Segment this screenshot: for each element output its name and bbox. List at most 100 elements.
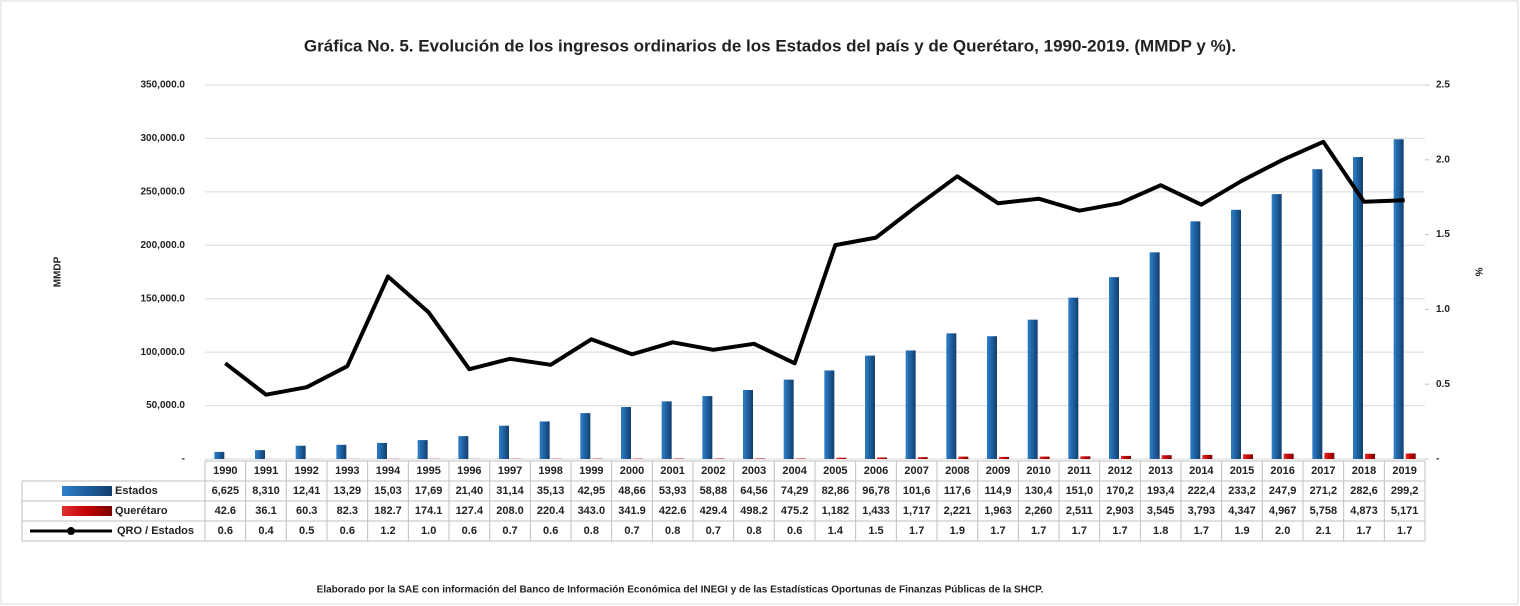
table-value: 1.0 xyxy=(421,525,436,537)
bar xyxy=(336,444,347,459)
table-value: 117,6 xyxy=(944,485,971,497)
bar xyxy=(1161,455,1172,459)
x-tick-label: 2004 xyxy=(782,465,807,477)
bar xyxy=(865,355,875,459)
x-tick-label: 1990 xyxy=(213,465,237,477)
table-value: 6,625 xyxy=(212,485,240,497)
x-tick-label: 2016 xyxy=(1270,465,1294,477)
bar xyxy=(214,451,225,459)
table-value: 42,95 xyxy=(578,485,606,497)
table-value: 2,903 xyxy=(1106,505,1134,517)
x-tick-label: 2002 xyxy=(701,465,725,477)
bar xyxy=(836,457,847,459)
table-value: 282,6 xyxy=(1350,485,1378,497)
table-value: 0.6 xyxy=(543,525,558,537)
x-tick-label: 2007 xyxy=(904,465,928,477)
x-tick-label: 2001 xyxy=(660,465,684,477)
table-value: 174.1 xyxy=(415,505,443,517)
line xyxy=(224,139,1405,397)
x-tick-label: 2005 xyxy=(823,465,847,477)
y-tick-label: 350,000.0 xyxy=(141,80,186,91)
bar xyxy=(743,390,753,459)
x-tick-label: 2010 xyxy=(1026,465,1050,477)
table-value: 4,873 xyxy=(1350,505,1378,517)
y-axis-label: MMDP xyxy=(53,256,64,287)
legend-label: Querétaro xyxy=(115,505,168,517)
table-value: 1.4 xyxy=(828,525,844,537)
table-value: 1,717 xyxy=(903,505,931,517)
x-tick-label: 2008 xyxy=(945,465,969,477)
bar xyxy=(987,336,997,459)
table-value: 208.0 xyxy=(496,505,524,517)
bar xyxy=(1243,454,1253,459)
bar xyxy=(1312,169,1323,459)
bar xyxy=(417,440,428,459)
bar xyxy=(1271,194,1282,459)
bar xyxy=(1405,453,1416,459)
y2-tick-label: 2.5 xyxy=(1436,80,1450,91)
bar xyxy=(1283,453,1294,459)
table-value: 2.0 xyxy=(1275,525,1290,537)
table-value: 60.3 xyxy=(296,505,317,517)
bar xyxy=(1202,454,1213,459)
bar xyxy=(795,458,806,459)
bar xyxy=(1121,455,1131,459)
y-tick-label: 50,000.0 xyxy=(146,400,185,411)
bar xyxy=(1393,139,1404,459)
bar xyxy=(1068,297,1079,459)
table-value: 48,66 xyxy=(618,485,646,497)
x-tick-label: 1995 xyxy=(416,465,440,477)
y-tick-label: 250,000.0 xyxy=(141,186,186,197)
x-tick-label: 1994 xyxy=(376,465,401,477)
x-tick-label: 2013 xyxy=(1148,465,1172,477)
x-tick-label: 1997 xyxy=(498,465,522,477)
bar xyxy=(1365,453,1375,459)
bar xyxy=(1109,277,1119,459)
x-tick-label: 1993 xyxy=(335,465,359,477)
table-value: 299,2 xyxy=(1391,485,1419,497)
bar xyxy=(702,396,713,459)
y2-axis-label: % xyxy=(1472,268,1483,277)
bar xyxy=(1027,319,1038,459)
bar xyxy=(824,370,835,459)
table-value: 429.4 xyxy=(700,505,728,517)
bar xyxy=(1190,221,1201,459)
x-tick-label: 2012 xyxy=(1108,465,1132,477)
bar xyxy=(905,350,916,459)
table-value: 5,171 xyxy=(1391,505,1419,517)
table-value: 1.9 xyxy=(950,525,965,537)
table-value: 53,93 xyxy=(659,485,687,497)
x-tick-label: 2006 xyxy=(864,465,888,477)
x-tick-label: 2014 xyxy=(1189,465,1214,477)
table-value: 1.7 xyxy=(1031,525,1046,537)
table-value: 0.7 xyxy=(624,525,639,537)
table-value: 4,967 xyxy=(1269,505,1297,517)
bar xyxy=(295,445,306,459)
note: Elaborado por la SAE con información del… xyxy=(317,585,1044,596)
bar xyxy=(458,436,469,459)
bar xyxy=(1324,452,1335,459)
bar xyxy=(1080,456,1091,459)
table-value: 0.4 xyxy=(258,525,274,537)
table-value: 1.5 xyxy=(868,525,883,537)
x-tick-label: 2019 xyxy=(1392,465,1416,477)
table-value: 3,545 xyxy=(1147,505,1175,517)
legend-marker xyxy=(67,527,75,535)
table-value: 130,4 xyxy=(1025,485,1053,497)
table-value: 114,9 xyxy=(985,485,1012,497)
table-value: 1.8 xyxy=(1153,525,1168,537)
legend-swatch xyxy=(62,506,112,516)
table-value: 1.9 xyxy=(1234,525,1249,537)
chart-title: Gráfica No. 5. Evolución de los ingresos… xyxy=(304,36,1236,55)
table-value: 36.1 xyxy=(255,505,276,517)
bar xyxy=(661,401,672,459)
bar xyxy=(877,457,887,459)
x-tick-label: 2003 xyxy=(742,465,766,477)
x-tick-label: 1999 xyxy=(579,465,603,477)
y-tick-label: 300,000.0 xyxy=(141,133,186,144)
table-value: 0.6 xyxy=(787,525,802,537)
table-value: 1,433 xyxy=(862,505,890,517)
bar xyxy=(255,450,265,459)
table-value: 182.7 xyxy=(374,505,402,517)
